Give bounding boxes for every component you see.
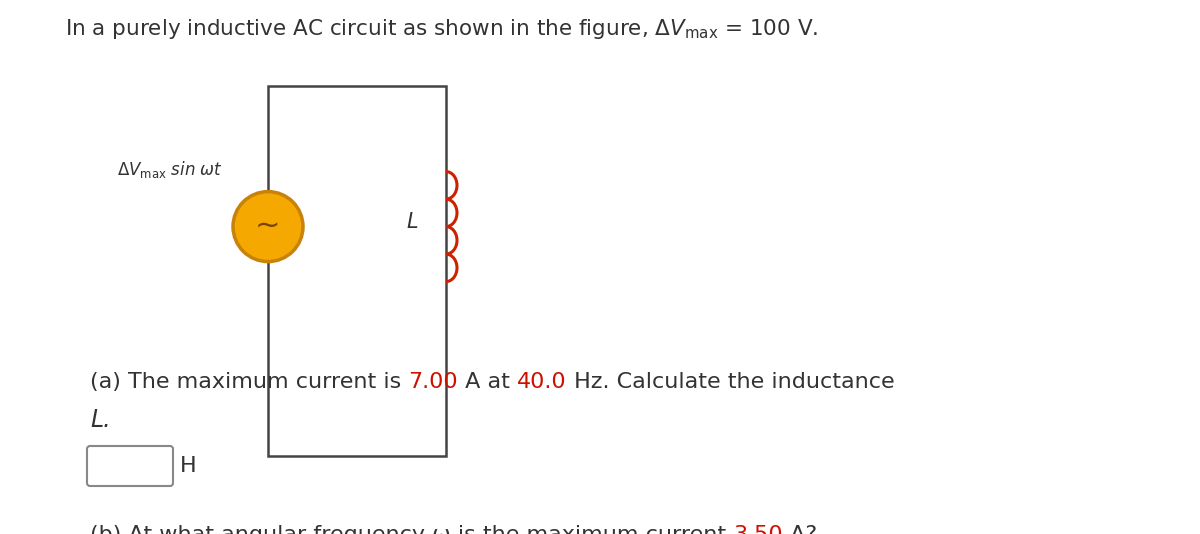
Circle shape xyxy=(233,192,302,262)
Text: A?: A? xyxy=(782,525,817,534)
Text: $\Delta V_{\mathrm{max}}$ sin $\omega t$: $\Delta V_{\mathrm{max}}$ sin $\omega t$ xyxy=(118,159,223,179)
Text: (b) At what angular frequency ω is the maximum current: (b) At what angular frequency ω is the m… xyxy=(90,525,733,534)
Text: 3.50: 3.50 xyxy=(733,525,782,534)
Text: A at: A at xyxy=(458,372,517,392)
Text: In a purely inductive AC circuit as shown in the figure, $\Delta V_{\mathrm{max}: In a purely inductive AC circuit as show… xyxy=(65,17,818,41)
FancyBboxPatch shape xyxy=(88,446,173,486)
Text: ~: ~ xyxy=(256,212,281,241)
Text: H: H xyxy=(180,456,197,476)
Text: Hz. Calculate the inductance: Hz. Calculate the inductance xyxy=(566,372,894,392)
Text: 7.00: 7.00 xyxy=(408,372,458,392)
Text: (a) The maximum current is: (a) The maximum current is xyxy=(90,372,408,392)
Text: $L$: $L$ xyxy=(406,211,418,232)
Text: 40.0: 40.0 xyxy=(517,372,566,392)
Bar xyxy=(268,86,446,456)
Text: L.: L. xyxy=(90,408,110,432)
